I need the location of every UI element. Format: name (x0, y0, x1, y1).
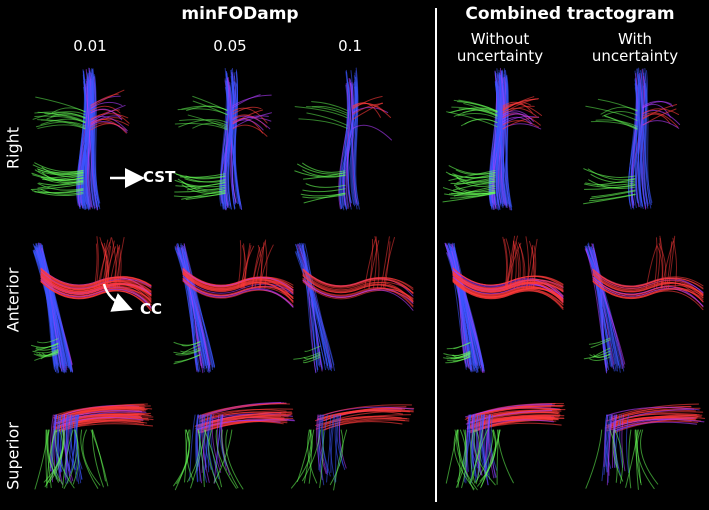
tractogram-right-col-1 (30, 67, 130, 211)
tractogram-anterior-col-4 (443, 235, 564, 373)
tractogram-anterior-col-1 (30, 236, 152, 374)
header-minfodamp: minFODamp (181, 4, 299, 24)
cc-arrow (102, 283, 133, 312)
tractogram-anterior-col-5 (583, 235, 704, 374)
header-combined-tractogram: Combined tractogram (465, 4, 675, 24)
column-label-without-uncertainty: Without uncertainty (456, 30, 544, 65)
column-label-0-05: 0.05 (213, 37, 247, 55)
tractogram-superior-col-3 (290, 404, 415, 491)
cst-label: CST (143, 168, 176, 186)
column-label-0-1: 0.1 (338, 37, 362, 55)
column-label-0-01: 0.01 (73, 37, 107, 55)
tractogram-right-col-4 (442, 67, 543, 211)
tractogram-right-col-2 (173, 67, 272, 211)
cc-label: CC (140, 300, 163, 318)
column-divider (435, 8, 437, 502)
tractogram-superior-col-2 (173, 402, 296, 491)
tractogram-right-col-3 (294, 67, 392, 211)
column-label-with-uncertainty: With uncertainty (591, 30, 679, 65)
tractogram-anterior-col-3 (293, 236, 414, 374)
tractogram-superior-col-4 (445, 402, 566, 491)
tractogram-superior-col-5 (585, 403, 706, 490)
tractogram-superior-col-1 (34, 403, 154, 490)
tractogram-anterior-col-2 (173, 239, 294, 374)
tractogram-right-col-5 (583, 67, 681, 210)
